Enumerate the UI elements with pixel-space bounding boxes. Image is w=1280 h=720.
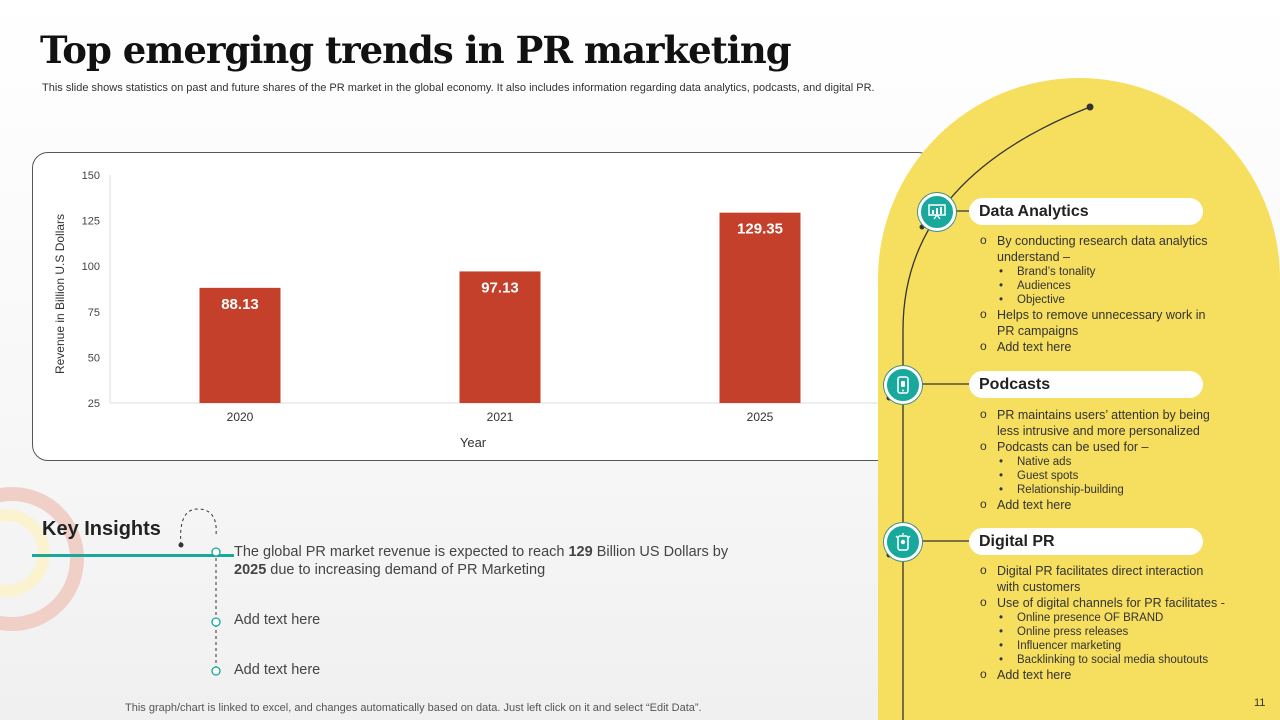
x-tick-label: 2020 (227, 410, 254, 424)
key-insights-underline (32, 554, 234, 557)
bar-2021 (459, 271, 541, 403)
sub-list-item: Brand’s tonality (999, 265, 1210, 279)
podcasts-list: PR maintains users’ attention by being l… (980, 406, 1230, 513)
list-item: Use of digital channels for PR facilitat… (980, 594, 1250, 667)
presentation-chart-icon (918, 193, 956, 231)
x-tick-label: 2025 (747, 410, 774, 424)
list-item: Add text here (980, 338, 1210, 355)
y-axis-title: Revenue in Billion U.S Dollars (53, 214, 67, 374)
y-tick-label: 25 (88, 398, 100, 410)
x-tick-label: 2021 (487, 410, 514, 424)
sub-list-item: Relationship-building (999, 483, 1230, 497)
sub-list-item: Backlinking to social media shoutouts (999, 653, 1250, 667)
digital-pr-list: Digital PR facilitates direct interactio… (980, 562, 1250, 683)
insight-1: The global PR market revenue is expected… (234, 544, 729, 578)
sub-list-item: Influencer marketing (999, 639, 1250, 653)
slide-subtitle: This slide shows statistics on past and … (42, 82, 875, 94)
sub-list: Brand’s tonality Audiences Objective (997, 265, 1210, 307)
list-item: Add text here (980, 666, 1250, 683)
bar-data-label: 97.13 (481, 279, 519, 296)
insight-2: Add text here (234, 612, 321, 628)
chart-card: Revenue in Billion U.S Dollars Year 25 50… (32, 152, 934, 461)
mobile-idea-icon (884, 523, 922, 561)
bar-2020 (199, 287, 281, 403)
section-title-digital-pr: Digital PR (969, 528, 1203, 555)
data-analytics-list: By conducting research data analytics un… (980, 232, 1210, 355)
section-title-podcasts: Podcasts (969, 371, 1203, 398)
sub-list-item: Native ads (999, 455, 1230, 469)
y-tick-label: 50 (88, 352, 100, 364)
bar-2025 (719, 212, 801, 403)
y-tick-label: 150 (82, 170, 100, 182)
sub-list: Online presence OF BRAND Online press re… (997, 611, 1250, 667)
list-item: Podcasts can be used for – Native ads Gu… (980, 438, 1230, 497)
footer-note: This graph/chart is linked to excel, and… (125, 702, 702, 714)
sub-list-item: Online presence OF BRAND (999, 611, 1250, 625)
list-item: By conducting research data analytics un… (980, 232, 1210, 307)
section-title-data-analytics: Data Analytics (969, 198, 1203, 225)
y-tick-label: 75 (88, 307, 100, 319)
list-item: Add text here (980, 496, 1230, 513)
slide-title: Top emerging trends in PR marketing (40, 28, 792, 72)
sub-list-item: Audiences (999, 279, 1210, 293)
sub-list-item: Guest spots (999, 469, 1230, 483)
sub-list-item: Objective (999, 293, 1210, 307)
x-axis-title: Year (460, 435, 487, 450)
list-item: Digital PR facilitates direct interactio… (980, 562, 1222, 595)
sub-list-item: Online press releases (999, 625, 1250, 639)
page-number: 11 (1254, 697, 1266, 709)
key-insights-title: Key Insights (42, 518, 161, 540)
insight-3: Add text here (234, 662, 321, 678)
bar-data-label: 129.35 (737, 221, 783, 238)
y-tick-label: 100 (82, 261, 100, 273)
smartphone-icon (884, 366, 922, 404)
y-tick-label: 125 (82, 216, 100, 228)
revenue-bar-chart: Revenue in Billion U.S Dollars Year 25 50… (53, 170, 913, 450)
list-item: PR maintains users’ attention by being l… (980, 406, 1230, 439)
sub-list: Native ads Guest spots Relationship-buil… (997, 455, 1230, 497)
list-item: Helps to remove unnecessary work in PR c… (980, 306, 1210, 339)
bar-data-label: 88.13 (221, 296, 259, 313)
